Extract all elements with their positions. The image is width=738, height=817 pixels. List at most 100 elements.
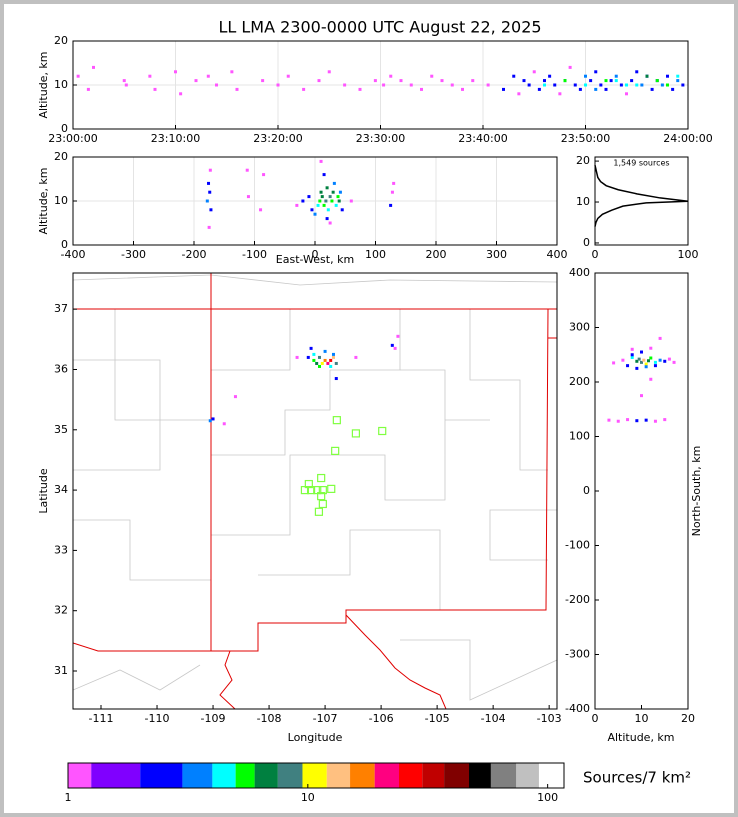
state-border	[73, 308, 549, 652]
x-tick-label: 23:50:00	[561, 132, 610, 145]
source-point	[625, 83, 628, 87]
colorbar-label: Sources/7 km²	[583, 769, 691, 787]
source-point	[604, 87, 608, 91]
source-point	[319, 190, 323, 194]
station	[306, 485, 316, 495]
y-tick-label: 20	[576, 154, 590, 167]
x-tick-label: 100	[365, 248, 386, 261]
source-point	[148, 74, 152, 78]
source-point	[309, 346, 313, 350]
y-tick-label: 20	[54, 150, 68, 163]
plot-frame	[72, 272, 558, 710]
y-tick-label: 36	[54, 362, 68, 375]
x-tick-label: -104	[481, 712, 506, 725]
source-point	[325, 217, 329, 221]
source-point	[642, 358, 646, 362]
y-tick-label: 0	[583, 236, 590, 249]
plot-frame	[594, 156, 689, 246]
colorbar-swatch	[399, 763, 423, 788]
colorbar-tick-label: 10	[301, 791, 315, 804]
plot-frame	[72, 156, 558, 246]
source-point	[215, 83, 218, 87]
source-point	[663, 359, 667, 363]
source-point	[666, 74, 669, 78]
colorbar-swatch	[350, 763, 375, 788]
source-point	[537, 87, 541, 91]
source-point	[430, 74, 434, 78]
source-point	[640, 83, 644, 87]
source-point	[635, 70, 639, 74]
source-point	[649, 356, 653, 360]
source-point	[331, 190, 335, 194]
source-point	[332, 181, 336, 185]
source-point	[124, 83, 128, 87]
source-point	[512, 74, 516, 78]
x-tick-label: 20	[681, 712, 695, 725]
y-tick-label: 100	[569, 430, 590, 443]
source-point	[336, 195, 340, 199]
source-point	[640, 360, 643, 364]
source-point	[295, 203, 299, 207]
colorbar-swatch	[277, 763, 303, 788]
x-tick-label: 0	[592, 248, 599, 261]
x-tick-label: -300	[121, 248, 146, 261]
source-point	[334, 203, 338, 207]
source-point	[331, 355, 335, 359]
source-point	[532, 70, 536, 74]
source-point	[262, 173, 266, 177]
colorbar-tick-label: 1	[65, 791, 72, 804]
y-tick-label: -200	[565, 593, 590, 606]
source-point	[635, 419, 639, 423]
x-tick-label: 200	[426, 248, 447, 261]
source-point	[317, 79, 321, 83]
source-point	[672, 360, 676, 364]
map-borders	[73, 273, 557, 709]
x-tick-label: -108	[257, 712, 282, 725]
source-point	[230, 70, 234, 74]
y-tick-label: 31	[54, 664, 68, 677]
source-point	[245, 168, 249, 172]
source-point	[320, 361, 324, 365]
source-point	[626, 418, 630, 422]
colorbar-swatch	[444, 763, 470, 788]
x-axis-label: Altitude, km	[607, 731, 674, 744]
colorbar-swatch	[469, 763, 491, 788]
source-point	[337, 199, 341, 203]
source-point	[653, 419, 657, 423]
chart-title: LL LMA 2300-0000 UTC August 22, 2025	[218, 18, 541, 37]
source-point	[626, 364, 630, 368]
station	[378, 426, 387, 436]
county-line	[489, 509, 557, 561]
source-point	[316, 203, 320, 207]
x-tick-label: 23:10:00	[151, 132, 200, 145]
source-point	[522, 79, 526, 83]
colorbar-swatch	[516, 763, 539, 788]
x-tick-label: -105	[425, 712, 450, 725]
source-point	[373, 79, 377, 83]
source-point	[619, 83, 623, 87]
source-point	[340, 208, 344, 212]
annotation: 1,549 sources	[613, 159, 669, 168]
source-point	[286, 74, 290, 78]
source-point	[306, 355, 310, 359]
source-point	[630, 353, 634, 357]
source-point	[630, 355, 634, 359]
source-point	[259, 208, 263, 212]
source-point	[517, 92, 521, 96]
source-point	[261, 79, 265, 83]
source-point	[343, 83, 347, 87]
source-point	[206, 74, 210, 78]
source-point	[649, 346, 653, 350]
source-point	[358, 87, 362, 91]
colorbar-swatch	[254, 763, 278, 788]
source-point	[548, 74, 552, 78]
y-tick-label: -300	[565, 648, 590, 661]
colorbar-swatch	[212, 763, 236, 788]
source-point	[486, 83, 490, 87]
source-point	[396, 334, 400, 338]
source-point	[302, 87, 306, 91]
source-point	[393, 346, 397, 350]
colorbar-swatch	[182, 763, 213, 788]
colorbar-swatch	[68, 763, 92, 788]
source-point	[573, 83, 577, 87]
